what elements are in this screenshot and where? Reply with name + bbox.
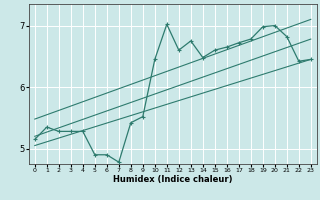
X-axis label: Humidex (Indice chaleur): Humidex (Indice chaleur) (113, 175, 233, 184)
